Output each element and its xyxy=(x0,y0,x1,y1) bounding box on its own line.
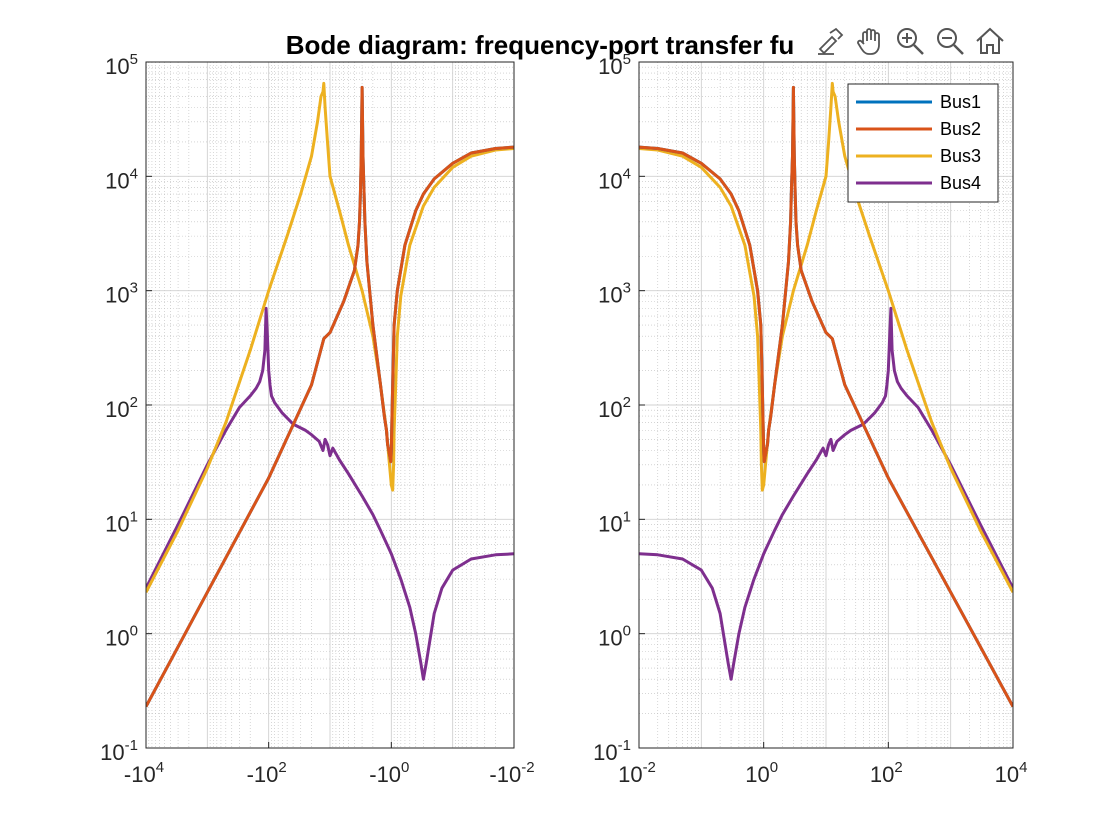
y-tick-label: 102 xyxy=(598,394,631,422)
y-tick-label: 103 xyxy=(598,280,631,308)
pan-icon[interactable] xyxy=(852,22,888,60)
x-tick-label: -104 xyxy=(124,759,164,787)
x-tick-label: -100 xyxy=(369,759,409,787)
legend-label-bus1: Bus1 xyxy=(940,92,981,112)
y-tick-label: 100 xyxy=(105,623,138,651)
legend-label-bus3: Bus3 xyxy=(940,146,981,166)
export-icon[interactable] xyxy=(812,22,848,60)
y-tick-label: 104 xyxy=(105,165,138,193)
x-tick-label: -10-2 xyxy=(489,759,534,787)
y-tick-label: 101 xyxy=(598,508,631,536)
x-tick-label: 104 xyxy=(995,759,1028,787)
y-tick-label: 101 xyxy=(105,508,138,536)
series-line-bus2[interactable] xyxy=(639,85,1013,708)
y-tick-label: 10-1 xyxy=(593,737,631,765)
axes-toolbar xyxy=(812,22,1008,62)
home-icon[interactable] xyxy=(972,22,1008,60)
y-tick-label: 105 xyxy=(105,51,138,79)
legend[interactable]: Bus1 Bus2 Bus3 Bus4 xyxy=(847,83,999,203)
legend-label-bus2: Bus2 xyxy=(940,119,981,139)
x-tick-label: 10-2 xyxy=(618,759,656,787)
y-tick-label: 100 xyxy=(598,623,631,651)
series-line-bus2[interactable] xyxy=(146,85,514,708)
series-line-bus3[interactable] xyxy=(146,81,514,593)
zoom-out-icon[interactable] xyxy=(932,22,968,60)
series-group-right xyxy=(639,81,1013,708)
y-tick-label: 104 xyxy=(598,165,631,193)
x-tick-label: 100 xyxy=(745,759,778,787)
x-tick-label: 102 xyxy=(870,759,903,787)
y-tick-label: 102 xyxy=(105,394,138,422)
y-tick-label: 105 xyxy=(598,51,631,79)
series-line-bus4[interactable] xyxy=(639,306,1013,681)
series-group-left xyxy=(146,81,514,708)
axes-left[interactable]: -104 -102 -100 -10-2 10-1 100 101 102 103 104 105 xyxy=(100,51,534,787)
x-tick-label: -102 xyxy=(247,759,287,787)
chart-title: Bode diagram: frequency-port transfer fu xyxy=(286,30,795,60)
y-tick-label: 10-1 xyxy=(100,737,138,765)
zoom-in-icon[interactable] xyxy=(892,22,928,60)
y-tick-label: 103 xyxy=(105,280,138,308)
legend-label-bus4: Bus4 xyxy=(940,173,981,193)
series-line-bus4[interactable] xyxy=(146,306,514,681)
series-line-bus3[interactable] xyxy=(639,81,1013,593)
